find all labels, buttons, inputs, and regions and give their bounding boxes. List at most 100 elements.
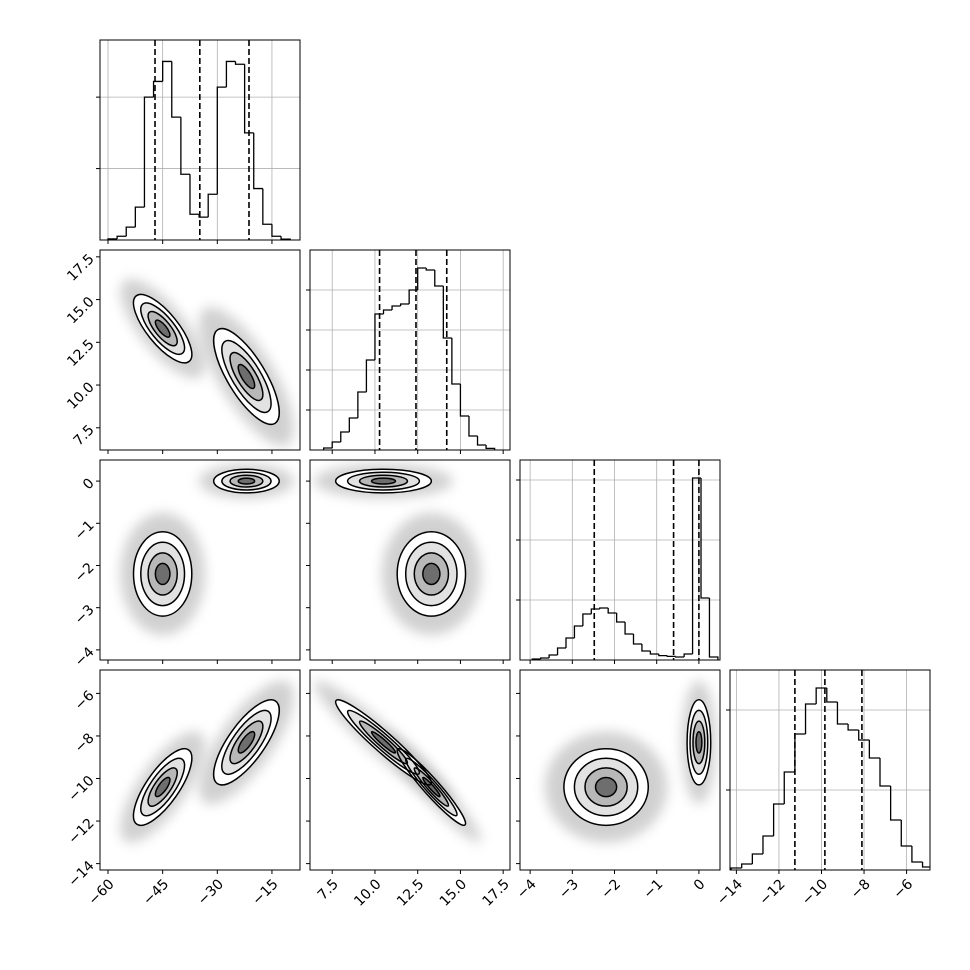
hist-bin: [649, 651, 659, 655]
contour: [237, 730, 256, 754]
x-tick-label: 12.5: [394, 876, 427, 909]
contour: [370, 730, 397, 754]
hist-bin: [399, 303, 410, 306]
density-level: [155, 563, 170, 585]
x-tick-label: −8: [848, 876, 874, 902]
x-tick-label: 7.5: [315, 876, 342, 903]
contour: [132, 530, 193, 617]
hist-bin: [207, 193, 218, 218]
panel-area: [520, 460, 720, 660]
contour: [154, 319, 171, 338]
hist-bin: [730, 867, 742, 870]
contour: [396, 530, 467, 617]
hist-bin: [751, 853, 763, 864]
hist-bin: [459, 384, 469, 417]
panel: [96, 39, 301, 244]
hist-bin: [365, 359, 375, 392]
contour: [334, 699, 433, 786]
panel-frame: [99, 459, 301, 661]
panel-frame: [99, 249, 301, 451]
x-tick-label: 10.0: [351, 876, 384, 909]
y-tick-label: −6: [72, 688, 98, 714]
hist-bin: [632, 634, 642, 645]
hist-bin: [683, 653, 693, 657]
hist-bin: [783, 771, 795, 804]
y-tick-label: −4: [72, 644, 98, 670]
hist-bin: [476, 436, 487, 446]
hist-bin: [556, 647, 566, 655]
x-tick-label: −12: [756, 876, 788, 908]
hist-bin: [624, 622, 634, 635]
density-level: [422, 777, 440, 797]
hist-bin: [794, 733, 806, 772]
contour: [413, 552, 450, 596]
hist-bin: [804, 703, 817, 734]
panel-frame: [99, 669, 301, 871]
contour: [147, 767, 178, 807]
contour: [229, 474, 264, 488]
contour: [229, 720, 264, 765]
x-tick-label: 15.0: [437, 876, 470, 909]
hist-bin: [451, 338, 461, 385]
contour: [237, 477, 256, 485]
panel: −4 −3 −2 −1 0: [514, 669, 721, 902]
panel-area: [120, 680, 294, 843]
x-tick-label: −3: [556, 876, 582, 902]
hist-bin: [548, 654, 558, 658]
contour: [154, 562, 171, 586]
hist-bin: [641, 644, 651, 652]
hist-bin: [607, 608, 617, 614]
hist-bin: [879, 758, 891, 787]
density-level: [238, 731, 255, 753]
hist-bin: [889, 786, 902, 821]
panel-area: [730, 670, 930, 870]
contour: [221, 339, 272, 414]
hist-bin: [171, 61, 181, 118]
y-tick-label: −10: [65, 773, 97, 805]
density-level: [238, 364, 255, 389]
panel-area: [314, 680, 481, 843]
contour: [594, 776, 618, 798]
y-tick-label: 17.5: [64, 251, 97, 284]
contour: [370, 477, 397, 485]
contour: [422, 562, 441, 586]
contour: [334, 468, 433, 494]
panel-area: [310, 250, 510, 450]
x-tick-label: −1: [640, 876, 666, 902]
hist-bin: [573, 625, 583, 638]
hist-bin: [348, 417, 358, 432]
hist-bin: [772, 803, 785, 836]
hist-bin: [582, 613, 592, 626]
panel: 7.5 10.0 12.5 15.0 17.5: [306, 669, 513, 910]
panel-frame: [309, 459, 511, 661]
density-level: [422, 563, 440, 585]
x-tick-label: −10: [799, 876, 831, 908]
x-tick-label: −30: [195, 876, 227, 908]
hist-bin: [357, 391, 367, 418]
hist-bin: [599, 607, 609, 609]
contour: [140, 757, 186, 817]
x-tick-label: −15: [249, 876, 281, 908]
hist-bin: [590, 608, 600, 614]
contour: [132, 293, 193, 364]
panel-frame: [309, 669, 511, 871]
hist-bin: [468, 416, 478, 437]
contour: [346, 709, 421, 776]
density-level: [371, 731, 396, 753]
hist-bin: [868, 740, 880, 759]
hist-bin: [741, 863, 753, 868]
hist-bin: [243, 64, 254, 134]
contour: [237, 363, 256, 390]
hist-bin: [323, 447, 333, 450]
density-level: [595, 777, 617, 797]
hist-bin: [615, 613, 626, 623]
hist-bin: [921, 862, 930, 868]
y-tick-label: −2: [72, 560, 98, 586]
y-tick-label: −1: [72, 518, 98, 544]
contour: [686, 699, 712, 786]
contour: [154, 776, 171, 798]
panel-area: [544, 680, 717, 843]
y-tick-label: 7.5: [71, 422, 98, 449]
contour: [147, 552, 178, 596]
